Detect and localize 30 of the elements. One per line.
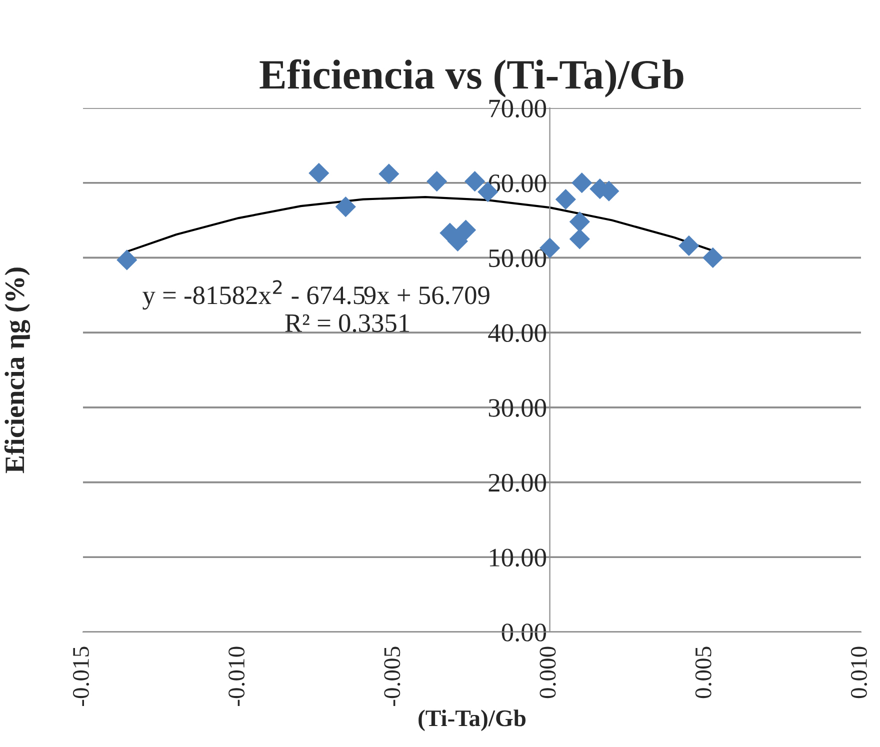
point: [572, 172, 592, 194]
annotation: R² = 0.3351: [285, 314, 410, 332]
x-tick-label: -0.005: [384, 646, 400, 706]
point: [569, 211, 590, 232]
y-tick-label: 50.00: [489, 249, 546, 268]
point: [569, 228, 590, 250]
point: [464, 171, 486, 192]
y-axis-title: Eficiencia ηg (%): [4, 268, 30, 474]
x-tick-label: 0.000: [540, 646, 556, 698]
x-tick-label: -0.010: [228, 646, 245, 706]
point: [678, 235, 700, 256]
y-tick-label: 20.00: [488, 474, 546, 492]
y-tick-label: 10.00: [490, 548, 546, 567]
point: [426, 171, 448, 192]
x-tick-label: -0.015: [72, 646, 90, 706]
y-tick-label: 40.00: [488, 324, 546, 342]
x-axis-title: (Ti-Ta)/Gb: [418, 710, 526, 732]
point: [116, 250, 138, 270]
point: [378, 164, 400, 184]
point: [335, 196, 356, 218]
chart-title: Eficiencia vs (Ti-Ta)/Gb: [260, 59, 684, 98]
point: [555, 189, 576, 210]
y-tick-label: 30.00: [488, 399, 546, 417]
x-tick-label: 0.005: [695, 646, 712, 698]
point: [455, 220, 476, 240]
y-tick-label: 70.00: [489, 100, 546, 118]
point: [308, 162, 330, 184]
x-tick-label: 0.010: [850, 646, 868, 698]
point: [702, 247, 724, 268]
annotation: y = -81582x$^{2}$ - 674.59x + 56.709: [142, 280, 490, 310]
